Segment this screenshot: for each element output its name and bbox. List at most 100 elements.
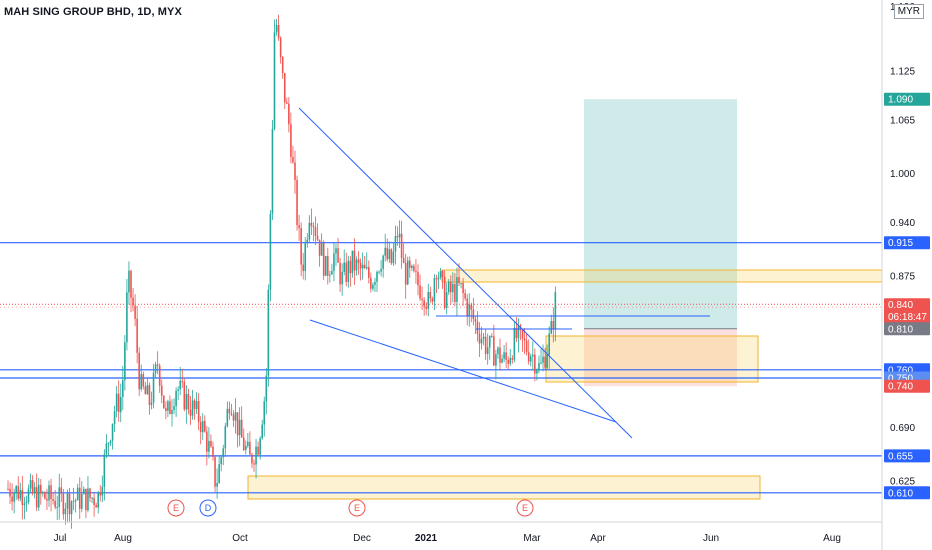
currency-badge[interactable]: MYR: [893, 4, 924, 19]
price-tags: 1.0900.9150.84006:18:470.8100.7600.7500.…: [884, 92, 930, 500]
candle-body: [495, 354, 497, 366]
price-tag-label: 0.840: [888, 300, 913, 311]
candle-body: [458, 277, 460, 284]
candle-body: [281, 56, 284, 73]
candle-body: [466, 298, 468, 316]
candle-body: [532, 354, 534, 357]
candle-body: [76, 487, 79, 501]
candle-body: [154, 364, 157, 373]
candle-body: [480, 338, 483, 344]
candle-body: [19, 489, 22, 499]
candle-body: [181, 380, 184, 382]
candle-body: [419, 285, 421, 299]
candle-body: [396, 236, 399, 238]
candle-body: [327, 256, 329, 276]
candle-body: [111, 423, 114, 441]
candle-body: [185, 393, 188, 410]
profit-zone: [584, 99, 737, 329]
candle-body: [171, 410, 173, 414]
candle-body: [179, 380, 181, 390]
candle-body: [404, 263, 407, 285]
candle-body: [85, 488, 87, 511]
price-tag-label: 0.760: [888, 365, 913, 376]
candle-body: [540, 362, 542, 364]
candle-body: [175, 390, 177, 407]
candle-body: [548, 333, 550, 355]
candle-body: [212, 446, 214, 458]
price-tag-bg: [884, 236, 930, 250]
candle-body: [376, 271, 378, 282]
candle-body: [300, 228, 302, 265]
candle-body: [66, 493, 69, 509]
candle-body: [411, 265, 413, 268]
candle-body: [99, 492, 102, 496]
candle-body: [87, 488, 89, 511]
candle-body: [386, 247, 389, 260]
candle-body: [210, 440, 212, 447]
candle-body: [351, 250, 354, 274]
candle-body: [320, 242, 323, 256]
candle-body: [17, 486, 20, 499]
dividend-marker: [199, 499, 217, 517]
candle-body: [452, 283, 454, 293]
price-tag-bg: [884, 379, 930, 393]
candle-body: [429, 292, 432, 299]
candle-body: [46, 498, 48, 501]
price-tag-label: 0.810: [888, 324, 913, 335]
candle-body: [60, 487, 63, 494]
candle-body: [236, 412, 239, 436]
candle-body: [201, 421, 204, 433]
candle-body: [441, 271, 444, 277]
candle-body: [68, 493, 71, 515]
candle-body: [443, 276, 446, 309]
candle-body: [197, 401, 200, 422]
candle-body: [318, 239, 321, 256]
price-tag-label: 0.655: [888, 451, 913, 462]
candle-body: [81, 494, 83, 509]
candle-body: [310, 222, 313, 226]
candle-body: [253, 463, 255, 465]
candle-body: [224, 426, 227, 449]
candle-body: [279, 37, 282, 57]
price-tag-bg: [884, 449, 930, 463]
candle-body: [78, 487, 81, 509]
candle-body: [74, 500, 77, 502]
candle-body: [56, 506, 58, 508]
candle-body: [140, 374, 143, 390]
y-tick-label: 1.125: [890, 67, 915, 78]
candle-body: [126, 292, 128, 343]
candle-body: [271, 128, 274, 214]
candle-body: [542, 356, 544, 363]
price-tag-bg: [884, 298, 930, 325]
candle-body: [152, 372, 155, 403]
candle-body: [119, 396, 122, 413]
candle-body: [204, 421, 206, 432]
candle-body: [134, 305, 136, 319]
candle-body: [72, 500, 75, 502]
candle-body: [456, 277, 458, 302]
candle-body: [242, 437, 245, 451]
candle-body: [35, 487, 38, 508]
candle-body: [93, 497, 95, 506]
candle-body: [304, 242, 307, 272]
candle-body: [380, 268, 382, 272]
candle-body: [306, 239, 309, 243]
candle-body: [552, 321, 555, 330]
candle-body: [228, 408, 231, 414]
candle-body: [349, 260, 352, 274]
candle-body: [124, 342, 126, 381]
candle-body: [521, 329, 524, 339]
candle-body: [503, 352, 505, 359]
candle-body: [499, 347, 501, 363]
candle-body: [220, 457, 222, 465]
candle-body: [523, 338, 526, 341]
earnings-marker: [516, 499, 534, 517]
candle-body: [277, 24, 280, 38]
entry-zone: [545, 335, 759, 383]
candle-body: [288, 103, 290, 125]
candle-body: [515, 327, 518, 339]
price-tag-bg: [884, 92, 930, 106]
candle-body: [21, 489, 24, 506]
